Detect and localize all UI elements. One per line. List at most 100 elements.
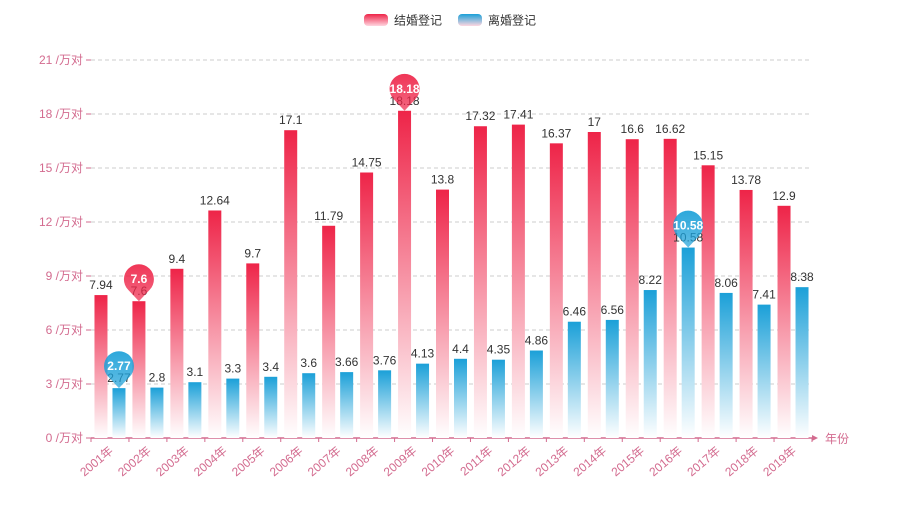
x-tick-label: 2014年: [571, 444, 610, 480]
data-label: 3.66: [335, 355, 359, 369]
marriage-bar[interactable]: [625, 139, 639, 438]
divorce-bar[interactable]: [605, 319, 619, 438]
data-label: 4.35: [487, 343, 511, 357]
y-tick-label: 3 /万对: [46, 377, 83, 391]
bars: [94, 110, 809, 439]
data-label: 8.06: [714, 276, 738, 290]
x-tick-label: 2001年: [77, 444, 116, 480]
max-min-marker: 10.58: [673, 210, 704, 248]
x-tick-label: 2013年: [533, 444, 572, 480]
data-label: 16.6: [621, 122, 645, 136]
data-label: 13.78: [731, 173, 761, 187]
data-label: 17.41: [503, 108, 533, 122]
marriage-bar[interactable]: [549, 143, 563, 438]
divorce-bar[interactable]: [416, 363, 430, 438]
data-label: 3.6: [300, 356, 317, 370]
data-label: 3.4: [262, 360, 279, 374]
divorce-bar[interactable]: [795, 287, 809, 438]
legend-swatch: [458, 14, 482, 26]
data-label: 7.94: [89, 278, 113, 292]
data-label: 17.32: [465, 109, 495, 123]
x-tick-label: 2011年: [457, 444, 495, 479]
divorce-bar[interactable]: [719, 292, 733, 438]
marriage-bar[interactable]: [587, 132, 601, 438]
x-tick-label: 2018年: [722, 444, 761, 480]
divorce-bar[interactable]: [150, 387, 164, 438]
data-label: 14.75: [352, 156, 382, 170]
divorce-bar[interactable]: [264, 376, 278, 438]
marker-pin: [389, 73, 420, 111]
legend-item[interactable]: 结婚登记: [364, 13, 442, 28]
x-tick-label: 2005年: [229, 444, 268, 480]
marriage-bar[interactable]: [739, 189, 753, 438]
x-tick-label: 2015年: [609, 444, 648, 480]
divorce-bar[interactable]: [188, 382, 202, 438]
marriage-bar[interactable]: [663, 138, 677, 438]
data-label: 12.9: [772, 189, 796, 203]
x-tick-label: 2016年: [646, 444, 685, 480]
marriage-bar[interactable]: [473, 126, 487, 439]
divorce-bar[interactable]: [567, 321, 581, 438]
x-tick-label: 2017年: [684, 444, 723, 480]
y-tick-label: 15 /万对: [39, 161, 83, 175]
marker-pin: [673, 210, 704, 248]
divorce-bar[interactable]: [643, 290, 657, 438]
legend-swatch: [364, 14, 388, 26]
y-tick-label: 18 /万对: [39, 107, 83, 121]
marker-pin: [123, 264, 154, 302]
x-tick-label: 2010年: [419, 444, 458, 480]
legend[interactable]: 结婚登记 离婚登记: [364, 13, 536, 28]
divorce-bar[interactable]: [454, 358, 467, 438]
y-tick-label: 0 /万对: [46, 431, 83, 445]
divorce-bar[interactable]: [529, 350, 543, 438]
marker-label: 7.6: [131, 272, 148, 286]
marriage-bar[interactable]: [360, 172, 374, 439]
marriage-bar[interactable]: [322, 225, 336, 438]
marriage-bar[interactable]: [246, 263, 260, 438]
x-tick-label: 2009年: [381, 444, 420, 480]
x-tick-label: 2019年: [760, 444, 799, 480]
x-tick-label: 2006年: [267, 444, 306, 480]
divorce-bar[interactable]: [378, 370, 392, 438]
data-label: 13.8: [431, 173, 455, 187]
marker-pin: [103, 351, 134, 389]
divorce-bar[interactable]: [681, 247, 695, 438]
data-label: 3.76: [373, 353, 397, 367]
divorce-bar[interactable]: [112, 388, 126, 438]
marriage-bar[interactable]: [777, 205, 791, 438]
data-label: 8.38: [790, 270, 814, 284]
x-axis-label: 年份: [825, 432, 849, 446]
data-label: 15.15: [693, 148, 723, 162]
divorce-bar[interactable]: [491, 359, 505, 438]
marriage-bar[interactable]: [398, 110, 412, 438]
marriage-bar[interactable]: [511, 124, 525, 439]
marriage-bar[interactable]: [284, 130, 298, 438]
max-min-marker: 2.77: [103, 351, 134, 389]
data-label: 4.13: [411, 347, 435, 361]
x-tick-label: 2012年: [495, 444, 534, 480]
legend-item[interactable]: 离婚登记: [458, 13, 536, 28]
data-label: 3.1: [187, 365, 204, 379]
marriage-bar[interactable]: [94, 295, 108, 438]
data-label: 6.46: [563, 305, 587, 319]
data-label: 3.3: [224, 362, 241, 376]
data-label: 4.86: [525, 334, 549, 348]
marriage-bar[interactable]: [208, 210, 222, 438]
data-label: 4.4: [452, 342, 469, 356]
data-label: 9.7: [244, 246, 261, 260]
data-label: 2.8: [149, 371, 166, 385]
marriage-bar[interactable]: [701, 165, 715, 439]
divorce-bar[interactable]: [340, 372, 354, 438]
marriage-bar[interactable]: [132, 301, 146, 438]
marriage-bar[interactable]: [436, 189, 449, 438]
divorce-bar[interactable]: [757, 304, 771, 438]
data-label: 6.56: [601, 303, 625, 317]
data-label: 17: [588, 115, 602, 129]
x-tick-label: 2002年: [115, 444, 154, 480]
divorce-bar[interactable]: [302, 373, 316, 438]
marriage-bar[interactable]: [170, 268, 184, 438]
divorce-bar[interactable]: [226, 378, 240, 438]
data-label: 8.22: [639, 273, 663, 287]
